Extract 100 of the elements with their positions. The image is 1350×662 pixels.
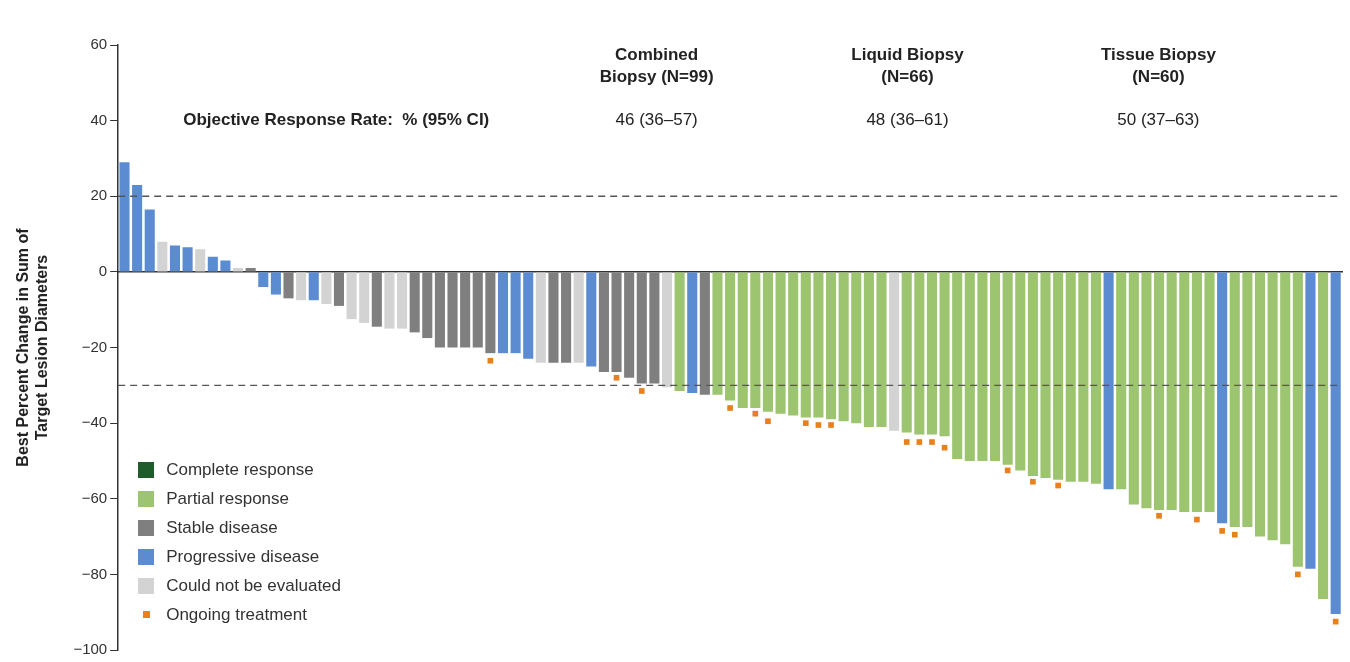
bar xyxy=(1027,272,1038,477)
bar xyxy=(1330,272,1341,615)
point xyxy=(1231,531,1238,538)
bar xyxy=(825,272,837,420)
bar xyxy=(447,272,458,348)
bar xyxy=(573,272,584,363)
bar xyxy=(851,272,862,424)
y-tick-label: −100 xyxy=(73,640,108,658)
bar xyxy=(1154,272,1165,511)
y-tick-label: −80 xyxy=(81,564,108,582)
point xyxy=(727,405,733,411)
bar xyxy=(1318,272,1329,599)
bar xyxy=(333,272,345,306)
bar xyxy=(561,272,572,363)
bar xyxy=(661,272,673,388)
bar xyxy=(1116,272,1127,490)
annotation: 48 (36–61) xyxy=(865,109,950,130)
point xyxy=(1055,482,1061,489)
bar xyxy=(901,272,912,433)
point xyxy=(1156,512,1162,519)
y-tick-label: 20 xyxy=(90,186,108,204)
bar xyxy=(1053,272,1064,480)
bar xyxy=(1191,272,1202,512)
annotation: 50 (37–63) xyxy=(1116,109,1201,130)
annotation: Tissue Biopsy (N=60) xyxy=(1099,44,1217,88)
bar xyxy=(548,272,559,363)
bar xyxy=(371,272,382,327)
bar xyxy=(169,245,181,272)
legend-label: Partial response xyxy=(166,488,290,509)
bar xyxy=(712,272,723,395)
bar xyxy=(233,268,244,272)
bar xyxy=(157,241,168,272)
bar xyxy=(1078,272,1089,482)
point xyxy=(613,374,620,381)
bar xyxy=(624,272,635,378)
bar xyxy=(687,272,698,393)
bar xyxy=(1204,272,1215,512)
bar xyxy=(1166,272,1177,511)
bar xyxy=(384,272,395,329)
bar xyxy=(1002,272,1013,465)
point xyxy=(487,357,494,364)
bar xyxy=(952,272,963,460)
point xyxy=(916,439,923,445)
point xyxy=(1030,478,1036,485)
legend-label: Complete response xyxy=(166,459,314,480)
bar xyxy=(838,272,849,422)
bar xyxy=(1128,272,1139,505)
point xyxy=(815,422,822,428)
bar xyxy=(939,272,950,437)
bar xyxy=(195,249,206,272)
bar xyxy=(510,272,521,354)
bar xyxy=(611,272,622,373)
point xyxy=(941,444,948,451)
y-tick-label: 0 xyxy=(98,262,108,280)
point xyxy=(903,439,910,445)
bar xyxy=(460,272,471,348)
bar xyxy=(497,272,509,354)
bar xyxy=(800,272,811,418)
bar xyxy=(699,272,710,395)
bar xyxy=(598,272,609,373)
y-tick-label: −40 xyxy=(81,413,108,431)
bar xyxy=(1229,272,1240,528)
bar xyxy=(725,272,736,401)
annotation: Liquid Biopsy (N=66) xyxy=(850,44,965,88)
bar xyxy=(1254,272,1266,537)
annotation: Objective Response Rate: % (95% CI) xyxy=(183,109,490,130)
bar xyxy=(523,272,534,359)
bar xyxy=(1179,272,1190,512)
legend-label: Ongoing treatment xyxy=(166,604,307,625)
bar xyxy=(977,272,988,461)
legend-label: Could not be evaluated xyxy=(166,575,342,596)
bar xyxy=(636,272,647,384)
bar xyxy=(737,272,748,408)
bar xyxy=(283,272,294,299)
point xyxy=(1219,528,1225,534)
point xyxy=(765,418,771,425)
bar xyxy=(1090,272,1102,484)
bar xyxy=(409,272,420,333)
bar xyxy=(1040,272,1051,478)
bar xyxy=(1292,272,1303,567)
bar xyxy=(1305,272,1316,569)
point xyxy=(1332,618,1339,625)
bar xyxy=(876,272,887,427)
legend-label: Stable disease xyxy=(166,517,278,538)
bar xyxy=(1242,272,1253,528)
bar xyxy=(220,260,231,272)
point xyxy=(1194,516,1200,523)
annotation: Combined Biopsy (N=99) xyxy=(598,44,715,88)
bar xyxy=(144,209,155,272)
y-tick-label: 60 xyxy=(90,35,108,53)
y-tick-label: 40 xyxy=(90,110,108,128)
bar xyxy=(889,272,900,431)
point xyxy=(1295,571,1301,578)
bar xyxy=(788,272,799,416)
point xyxy=(802,420,809,426)
bar xyxy=(308,272,319,301)
bar xyxy=(1015,272,1026,471)
bar xyxy=(132,184,143,272)
bar xyxy=(535,272,546,363)
point xyxy=(752,410,759,417)
